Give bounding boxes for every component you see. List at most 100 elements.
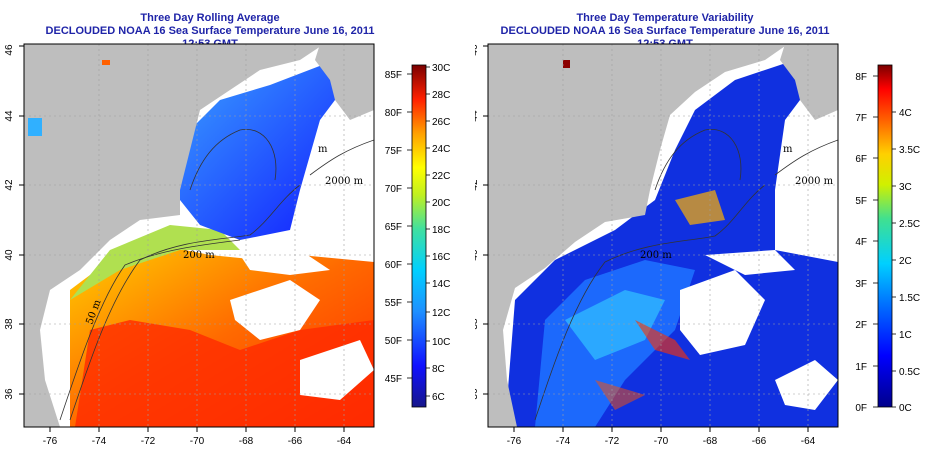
right-colorbar-f-label: 0F: [855, 403, 867, 414]
left-contour-label-m: m: [318, 144, 328, 155]
left-colorbar-c-label: 20C: [432, 198, 450, 209]
right-colorbar-f-label: 5F: [855, 196, 867, 207]
left-contour-label-2000: 2000 m: [325, 176, 364, 187]
left-colorbar-c-label: 28C: [432, 90, 450, 101]
left-y-tick: 40: [4, 249, 15, 261]
right-variability-map: 200 m 2000 m m -76 -74 -72 -70 -68 -66 -…: [475, 43, 920, 447]
right-colorbar-ramp: [877, 64, 893, 408]
right-cloud-3: [775, 360, 838, 410]
left-colorbar-c-label: 22C: [432, 171, 450, 182]
right-colorbar-c-label: 0C: [899, 403, 912, 414]
left-colorbar-c-label: 8C: [432, 364, 445, 375]
right-contour-200: [534, 184, 766, 421]
left-x-tick: -64: [337, 436, 352, 447]
right-colorbar-f-label: 6F: [855, 154, 867, 165]
right-y-tick: 44: [475, 110, 480, 122]
right-speck-1: [563, 60, 570, 68]
right-variability-patch-1: [565, 290, 665, 360]
right-y-tick: 38: [475, 318, 480, 330]
left-y-tick: 38: [4, 318, 15, 330]
left-speck-1: [102, 60, 110, 65]
left-colorbar-f-label: 50F: [385, 336, 402, 347]
right-contour-2000: [774, 139, 838, 176]
right-colorbar-c-label: 3.5C: [899, 145, 920, 156]
left-colorbar-c-label: 24C: [432, 144, 450, 155]
left-speck-2: [28, 118, 42, 136]
right-colorbar-f-label: 2F: [855, 320, 867, 331]
left-cold-water: [180, 62, 350, 240]
right-map-area: 200 m 2000 m m: [488, 44, 838, 427]
left-map-frame: [23, 43, 375, 428]
right-colorbar-f-label: 4F: [855, 237, 867, 248]
left-colorbar-f-label: 80F: [385, 108, 402, 119]
left-colorbar-f-label: 85F: [385, 70, 402, 81]
right-y-tick: 36: [475, 388, 480, 400]
left-land-nova-scotia: [315, 44, 374, 120]
left-sst-map: 200 m 2000 m 50 m m -76 -74 -72 -70 -68 …: [4, 43, 450, 447]
left-colorbar-f-label: 45F: [385, 374, 402, 385]
left-colorbar-c-label: 6C: [432, 392, 445, 403]
left-x-tick: -70: [190, 436, 205, 447]
right-colorbar-f-label: 7F: [855, 113, 867, 124]
right-colorbar-f-label: 1F: [855, 362, 867, 373]
right-colorbar-f-label: 3F: [855, 279, 867, 290]
left-x-axis: -76 -74 -72 -70 -68 -66 -64: [43, 427, 352, 447]
right-x-tick: -72: [605, 436, 620, 447]
right-title-line1: Three Day Temperature Variability: [576, 12, 754, 24]
left-colorbar-f-label: 65F: [385, 222, 402, 233]
left-y-tick: 46: [4, 44, 15, 56]
right-colorbar-c-label: 2C: [899, 256, 912, 267]
left-x-tick: -72: [141, 436, 156, 447]
right-colorbar: 8F 7F 6F 5F 4F 3F 2F 1F 0F 4C 3.5C 3C 2.…: [855, 64, 920, 414]
left-colorbar-f-label: 60F: [385, 260, 402, 271]
right-x-tick: -64: [801, 436, 816, 447]
right-variability-patch-2: [675, 190, 725, 225]
right-x-tick: -76: [507, 436, 522, 447]
right-contour-label-2000: 2000 m: [795, 176, 834, 187]
right-x-tick: -74: [556, 436, 571, 447]
left-contour-label-200: 200 m: [183, 250, 215, 261]
left-x-tick: -76: [43, 436, 58, 447]
right-x-axis: -76 -74 -72 -70 -68 -66 -64: [507, 427, 816, 447]
right-contour-gom: [654, 128, 742, 191]
right-y-axis: 36 38 40 42 44 46: [475, 44, 488, 400]
left-colorbar-c-label: 18C: [432, 225, 450, 236]
right-y-tick: 40: [475, 249, 480, 261]
right-cloud-1: [680, 270, 765, 355]
left-colorbar-c-label: 10C: [432, 337, 450, 348]
left-colorbar: 85F 80F 75F 70F 65F 60F 55F 50F 45F 30C …: [385, 63, 450, 408]
right-x-tick: -66: [752, 436, 767, 447]
right-colorbar-c-label: 1.5C: [899, 293, 920, 304]
left-y-tick: 42: [4, 179, 15, 191]
left-shelf-water: [70, 225, 240, 300]
right-cloud-2: [705, 250, 795, 275]
left-colorbar-c-label: 16C: [432, 252, 450, 263]
left-y-axis: 36 38 40 42 44 46: [4, 44, 24, 400]
left-title-line1: Three Day Rolling Average: [140, 12, 280, 24]
left-x-tick: -74: [92, 436, 107, 447]
left-contour-200: [69, 184, 301, 421]
left-x-tick: -66: [288, 436, 303, 447]
right-map-frame: [487, 43, 839, 428]
right-x-tick: -68: [703, 436, 718, 447]
right-y-tick: 42: [475, 179, 480, 191]
right-variability-patch-4: [595, 380, 645, 410]
left-cloud-1: [230, 280, 320, 340]
left-colorbar-f-label: 70F: [385, 184, 402, 195]
left-contour-gom: [189, 128, 277, 191]
right-y-tick: 46: [475, 44, 480, 56]
left-cloud-3: [240, 250, 330, 275]
left-colorbar-c-label: 12C: [432, 308, 450, 319]
left-colorbar-f-label: 55F: [385, 298, 402, 309]
left-colorbar-c-label: 30C: [432, 63, 450, 74]
right-colorbar-c-label: 3C: [899, 182, 912, 193]
left-colorbar-c-label: 14C: [432, 279, 450, 290]
right-colorbar-c-label: 4C: [899, 108, 912, 119]
left-y-tick: 44: [4, 110, 15, 122]
left-colorbar-f-label: 75F: [385, 146, 402, 157]
left-y-tick: 36: [4, 388, 15, 400]
left-gulf-stream: [75, 320, 374, 427]
right-colorbar-f-label: 8F: [855, 72, 867, 83]
left-contour-50: [59, 239, 241, 421]
left-x-tick: -68: [239, 436, 254, 447]
